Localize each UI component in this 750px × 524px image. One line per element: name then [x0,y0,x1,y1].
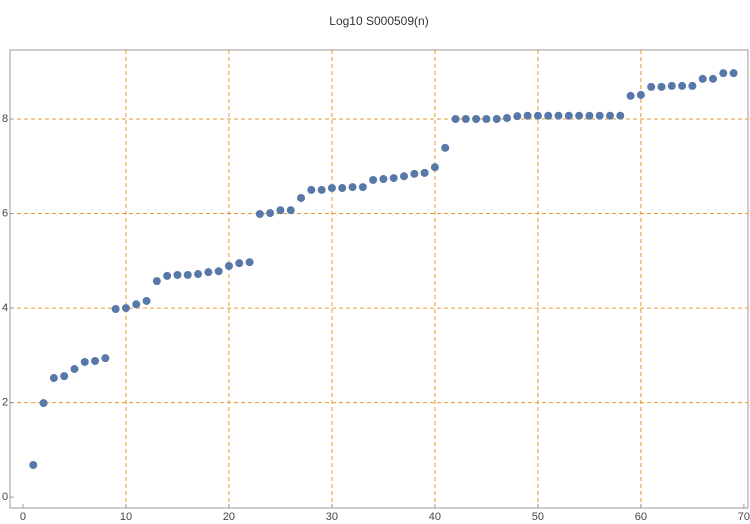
point [80,357,89,366]
chart-title: Log10 S000509(n) [329,14,428,28]
point [317,185,326,194]
point [708,74,717,83]
point [39,399,48,408]
x-tick-label: 70 [738,511,750,523]
point [451,115,460,124]
x-tick-label: 20 [223,511,235,523]
point [513,112,522,121]
point [204,268,213,277]
point [121,304,130,313]
point [461,115,470,124]
point [111,305,120,314]
point [297,193,306,202]
point [307,185,316,194]
point [595,111,604,120]
x-tick-label: 10 [120,511,132,523]
point [245,258,254,267]
point [544,111,553,120]
point [91,357,100,366]
point [564,111,573,120]
y-tick-label: 0 [2,491,8,503]
point [441,143,450,152]
point [636,90,645,99]
x-tick-label: 60 [635,511,647,523]
point [338,184,347,193]
point [348,183,357,192]
point [719,69,728,78]
point [575,111,584,120]
point [626,91,635,100]
x-tick-label: 40 [429,511,441,523]
y-tick-label: 2 [2,397,8,409]
point [533,111,542,120]
point [235,259,244,268]
point [503,114,512,123]
point [585,111,594,120]
point [183,270,192,279]
point [152,277,161,286]
point [379,175,388,184]
point [286,206,295,215]
point [142,296,151,305]
point [657,82,666,91]
point [266,209,275,218]
point [132,300,141,309]
point [101,354,110,363]
point [667,81,676,90]
x-tick-label: 0 [20,511,26,523]
point [605,111,614,120]
point [616,111,625,120]
point [29,460,38,469]
point [276,206,285,215]
point [194,270,203,279]
point [389,174,398,183]
point [698,74,707,83]
y-tick-label: 6 [2,207,8,219]
point [358,183,367,192]
point [688,81,697,90]
point [729,69,738,78]
point [492,115,501,124]
point [554,111,563,120]
plot-frame [9,49,749,509]
point [49,374,58,383]
point [214,267,223,276]
point [255,210,264,219]
y-tick-label: 8 [2,113,8,125]
point [369,175,378,184]
point [163,271,172,280]
point [678,81,687,90]
point [482,115,491,124]
point [472,115,481,124]
point [523,111,532,120]
point [224,262,233,271]
x-tick-label: 50 [532,511,544,523]
y-tick-label: 4 [2,302,8,314]
point [410,169,419,178]
x-tick-label: 30 [326,511,338,523]
point [173,270,182,279]
point [420,168,429,177]
point [327,184,336,193]
point [70,365,79,374]
point [430,163,439,172]
point [647,82,656,91]
point [60,372,69,381]
point [400,172,409,181]
